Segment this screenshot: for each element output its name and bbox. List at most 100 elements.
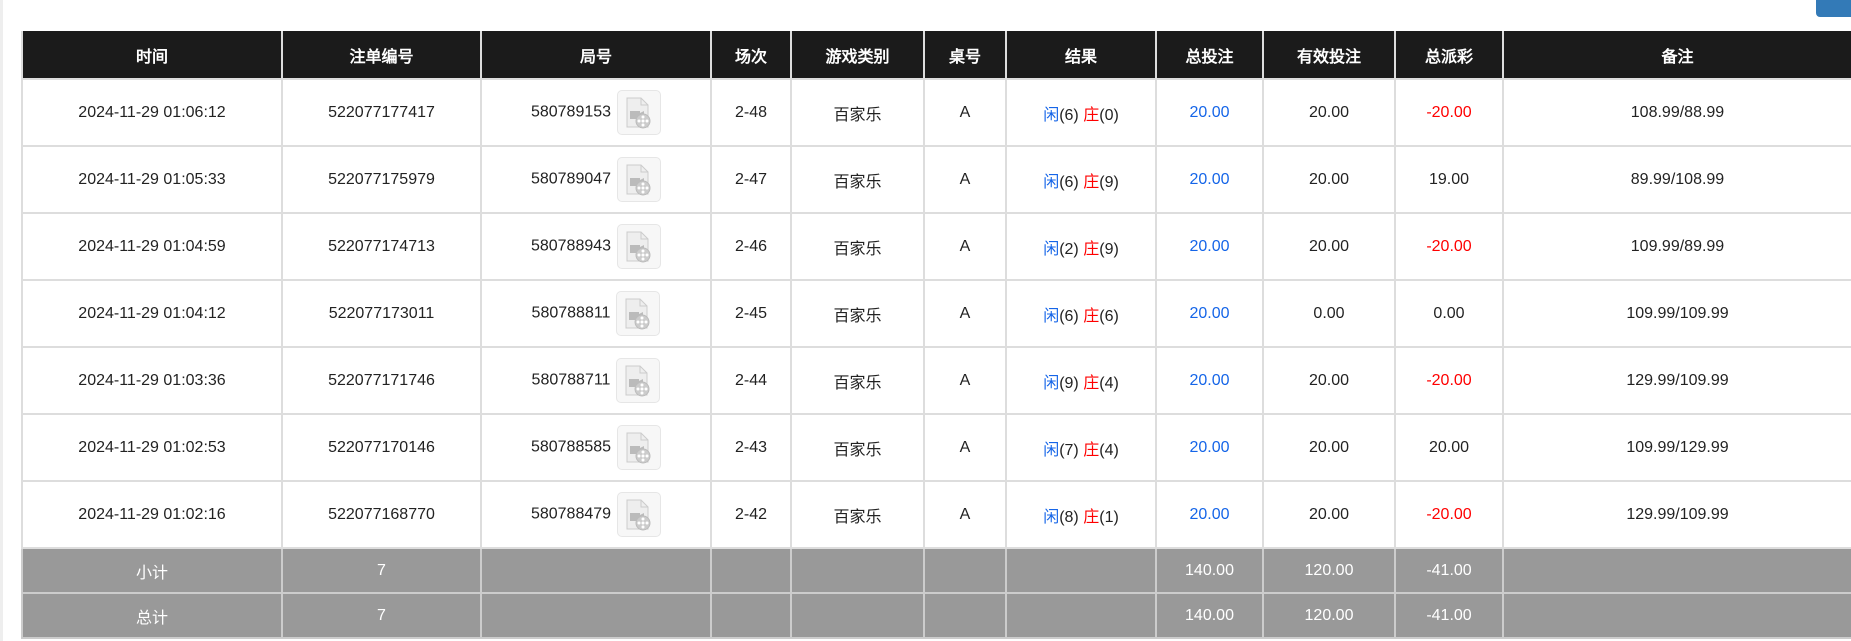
cell-time: 2024-11-29 01:02:16 bbox=[21, 480, 283, 549]
player-label: 闲 bbox=[1043, 508, 1060, 526]
cell-note: 129.99/109.99 bbox=[1502, 346, 1851, 415]
column-header-valid-bet: 有效投注 bbox=[1262, 31, 1396, 80]
cell-game-type: 百家乐 bbox=[790, 279, 925, 348]
table-row: 2024-11-29 01:02:53 522077170146 5807885… bbox=[21, 413, 1851, 482]
player-score: (6) bbox=[1059, 307, 1079, 325]
cell-bet-id: 522077171746 bbox=[281, 346, 482, 415]
banker-label: 庄 bbox=[1083, 240, 1100, 258]
cell-shoe: 2-42 bbox=[710, 480, 792, 549]
video-file-icon[interactable] bbox=[617, 157, 662, 202]
cell-time: 2024-11-29 01:06:12 bbox=[21, 78, 283, 147]
summary-payout: -41.00 bbox=[1394, 547, 1504, 594]
cell-round: 580789153 bbox=[480, 78, 712, 147]
cell-game-type: 百家乐 bbox=[790, 212, 925, 281]
cell-shoe: 2-46 bbox=[710, 212, 792, 281]
cell-note: 108.99/88.99 bbox=[1502, 78, 1851, 147]
player-score: (6) bbox=[1059, 173, 1079, 191]
banker-label: 庄 bbox=[1083, 441, 1100, 459]
video-file-icon[interactable] bbox=[617, 425, 662, 470]
cell-game-type: 百家乐 bbox=[790, 346, 925, 415]
player-label: 闲 bbox=[1043, 240, 1060, 258]
cell-table-no: A bbox=[923, 279, 1007, 348]
table-row: 2024-11-29 01:03:36 522077171746 5807887… bbox=[21, 346, 1851, 415]
banker-score: (1) bbox=[1099, 508, 1119, 526]
player-label: 闲 bbox=[1043, 307, 1060, 325]
banker-score: (4) bbox=[1099, 374, 1119, 392]
total-row: 总计 7 140.00 120.00 -41.00 bbox=[21, 592, 1851, 639]
column-header-game-type: 游戏类别 bbox=[790, 31, 925, 80]
round-number: 580789047 bbox=[530, 170, 612, 188]
banker-label: 庄 bbox=[1083, 307, 1100, 325]
cell-bet-id: 522077175979 bbox=[281, 145, 482, 214]
banker-score: (6) bbox=[1099, 307, 1119, 325]
bet-records-table: 时间 注单编号 局号 场次 游戏类别 桌号 结果 总投注 有效投注 总派彩 备注 2024-11-2… bbox=[21, 31, 1851, 639]
table-row: 2024-11-29 01:05:33 522077175979 5807890… bbox=[21, 145, 1851, 214]
cell-payout: -20.00 bbox=[1394, 212, 1504, 281]
cell-note: 109.99/129.99 bbox=[1502, 413, 1851, 482]
column-header-time: 时间 bbox=[21, 31, 283, 80]
video-file-icon[interactable] bbox=[617, 224, 662, 269]
cell-valid-bet: 0.00 bbox=[1262, 279, 1396, 348]
cell-note: 89.99/108.99 bbox=[1502, 145, 1851, 214]
column-header-result: 结果 bbox=[1005, 31, 1157, 80]
summary-label: 总计 bbox=[21, 592, 283, 639]
cell-total-bet: 20.00 bbox=[1155, 145, 1264, 214]
round-number: 580788479 bbox=[530, 505, 612, 523]
cell-round: 580788943 bbox=[480, 212, 712, 281]
video-file-icon[interactable] bbox=[617, 90, 662, 135]
cell-shoe: 2-43 bbox=[710, 413, 792, 482]
cell-bet-id: 522077170146 bbox=[281, 413, 482, 482]
cell-note: 109.99/109.99 bbox=[1502, 279, 1851, 348]
cell-result: 闲(2) 庄(9) bbox=[1005, 212, 1157, 281]
cell-shoe: 2-44 bbox=[710, 346, 792, 415]
page-left-border bbox=[0, 0, 3, 641]
player-score: (7) bbox=[1059, 441, 1079, 459]
cell-payout: 20.00 bbox=[1394, 413, 1504, 482]
banker-score: (9) bbox=[1099, 173, 1119, 191]
player-score: (9) bbox=[1059, 374, 1079, 392]
player-score: (2) bbox=[1059, 240, 1079, 258]
player-label: 闲 bbox=[1043, 106, 1060, 124]
subtotal-row: 小计 7 140.00 120.00 -41.00 bbox=[21, 547, 1851, 594]
player-score: (6) bbox=[1059, 106, 1079, 124]
cell-round: 580788811 bbox=[480, 279, 712, 348]
cell-payout: -20.00 bbox=[1394, 480, 1504, 549]
cell-result: 闲(9) 庄(4) bbox=[1005, 346, 1157, 415]
cell-table-no: A bbox=[923, 480, 1007, 549]
banker-score: (0) bbox=[1099, 106, 1119, 124]
cell-bet-id: 522077177417 bbox=[281, 78, 482, 147]
column-header-bet-id: 注单编号 bbox=[281, 31, 482, 80]
player-score: (8) bbox=[1059, 508, 1079, 526]
player-label: 闲 bbox=[1043, 173, 1060, 191]
round-number: 580788711 bbox=[531, 371, 611, 389]
table-row: 2024-11-29 01:04:12 522077173011 5807888… bbox=[21, 279, 1851, 348]
banker-label: 庄 bbox=[1083, 374, 1100, 392]
column-header-shoe: 场次 bbox=[710, 31, 792, 80]
cell-result: 闲(6) 庄(0) bbox=[1005, 78, 1157, 147]
cell-table-no: A bbox=[923, 78, 1007, 147]
cell-table-no: A bbox=[923, 346, 1007, 415]
cell-shoe: 2-47 bbox=[710, 145, 792, 214]
column-header-payout: 总派彩 bbox=[1394, 31, 1504, 80]
video-file-icon[interactable] bbox=[616, 291, 661, 336]
summary-total-bet: 140.00 bbox=[1155, 592, 1264, 639]
banker-label: 庄 bbox=[1083, 508, 1100, 526]
cell-time: 2024-11-29 01:03:36 bbox=[21, 346, 283, 415]
top-right-button[interactable] bbox=[1816, 0, 1851, 17]
cell-bet-id: 522077173011 bbox=[281, 279, 482, 348]
cell-table-no: A bbox=[923, 413, 1007, 482]
table-row: 2024-11-29 01:04:59 522077174713 5807889… bbox=[21, 212, 1851, 281]
summary-payout: -41.00 bbox=[1394, 592, 1504, 639]
cell-valid-bet: 20.00 bbox=[1262, 212, 1396, 281]
cell-game-type: 百家乐 bbox=[790, 413, 925, 482]
banker-score: (4) bbox=[1099, 441, 1119, 459]
cell-valid-bet: 20.00 bbox=[1262, 78, 1396, 147]
column-header-note: 备注 bbox=[1502, 31, 1851, 80]
cell-total-bet: 20.00 bbox=[1155, 212, 1264, 281]
video-file-icon[interactable] bbox=[616, 358, 661, 403]
player-label: 闲 bbox=[1043, 374, 1060, 392]
cell-note: 109.99/89.99 bbox=[1502, 212, 1851, 281]
video-file-icon[interactable] bbox=[617, 492, 662, 537]
column-header-total-bet: 总投注 bbox=[1155, 31, 1264, 80]
cell-payout: 19.00 bbox=[1394, 145, 1504, 214]
